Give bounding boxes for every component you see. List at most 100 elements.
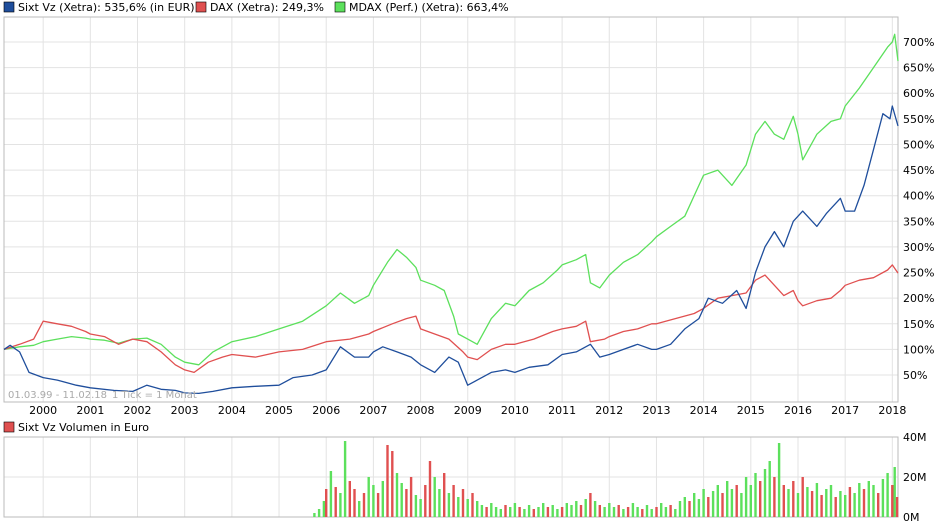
volume-bar xyxy=(853,493,856,517)
volume-bar xyxy=(584,499,587,517)
x-tick-label: 2017 xyxy=(831,404,859,417)
tick-note-label: 1 Tick = 1 Monat xyxy=(112,390,197,401)
volume-bar xyxy=(688,501,691,517)
y-tick-label: 350% xyxy=(903,215,934,228)
volume-bar xyxy=(329,471,333,517)
volume-bar xyxy=(806,487,809,517)
volume-bar xyxy=(829,485,833,517)
volume-bar xyxy=(740,493,743,517)
volume-bar xyxy=(575,501,578,517)
volume-bar xyxy=(466,499,469,517)
volume-bar xyxy=(560,507,564,517)
x-tick-label: 2000 xyxy=(29,404,57,417)
series-line-1 xyxy=(3,264,899,374)
volume-bar xyxy=(655,507,658,517)
volume-y-axis-ticks: 40M 20M 0M xyxy=(903,431,927,524)
volume-bar xyxy=(886,473,889,517)
volume-bar xyxy=(414,495,418,517)
volume-bar xyxy=(664,507,668,517)
volume-bar xyxy=(801,477,804,517)
volume-bar xyxy=(457,497,460,517)
volume-bar xyxy=(716,485,719,517)
volume-bar xyxy=(400,483,403,517)
legend: Sixt Vz (Xetra): 535,6% (in EUR) DAX (Xet… xyxy=(3,1,509,14)
x-tick-label: 2012 xyxy=(595,404,623,417)
y-tick-label: 300% xyxy=(903,241,934,254)
x-tick-label: 2002 xyxy=(124,404,152,417)
volume-bar xyxy=(409,477,413,517)
y-tick-label: 650% xyxy=(903,62,934,75)
volume-bar xyxy=(537,507,540,517)
volume-bar xyxy=(768,461,771,517)
volume-bar xyxy=(773,477,776,517)
volume-bar xyxy=(608,503,611,517)
y-tick-label: 500% xyxy=(903,138,934,151)
legend-swatch xyxy=(195,1,207,13)
x-tick-label: 2011 xyxy=(548,404,576,417)
x-tick-label: 2010 xyxy=(501,404,529,417)
volume-bar xyxy=(645,505,649,517)
volume-bar xyxy=(358,501,361,517)
volume-bar xyxy=(815,483,819,517)
x-axis-ticks: 2000 2001 2002 2003 2004 2005 2006 2007 2008 2009… xyxy=(29,404,906,417)
price-chart: 50% 100% 150% 200% 250% 300% 350% 400% 450% 500% 5… xyxy=(3,16,934,417)
volume-bar xyxy=(313,513,316,517)
volume-bar xyxy=(589,493,592,517)
volume-bar xyxy=(726,481,729,517)
volume-bar xyxy=(858,483,861,517)
volume-bar xyxy=(683,497,686,517)
volume-bar xyxy=(476,501,479,517)
volume-bar xyxy=(546,507,550,517)
volume-bar xyxy=(650,509,653,517)
volume-bar xyxy=(749,485,752,517)
volume-bar xyxy=(391,451,394,517)
volume-bar xyxy=(626,507,630,517)
volume-bar xyxy=(693,493,696,517)
y-tick-label: 600% xyxy=(903,87,934,100)
volume-bar xyxy=(730,489,734,517)
volume-legend-swatch xyxy=(3,421,15,433)
volume-bar xyxy=(891,485,894,517)
volume-bar xyxy=(443,473,446,517)
volume-y-tick-label: 20M xyxy=(903,471,927,484)
volume-bar xyxy=(593,501,597,517)
volume-bar xyxy=(504,505,507,517)
volume-bar xyxy=(777,443,781,517)
legend-entry: DAX (Xetra): 249,3% xyxy=(210,1,324,14)
x-tick-label: 2014 xyxy=(690,404,718,417)
series-line-2 xyxy=(3,33,899,366)
x-tick-label: 2003 xyxy=(171,404,199,417)
x-tick-label: 2015 xyxy=(737,404,765,417)
legend-entry: Sixt Vz (Xetra): 535,6% (in EUR) xyxy=(18,1,195,14)
volume-bar xyxy=(419,499,422,517)
series-lines xyxy=(3,33,899,395)
series-line-0 xyxy=(3,105,899,395)
volume-bar xyxy=(877,493,880,517)
y-tick-label: 550% xyxy=(903,113,934,126)
volume-chart: Sixt Vz Volumen in Euro 40M 20M 0M xyxy=(3,421,927,524)
volume-bar xyxy=(376,493,380,517)
volume-bar xyxy=(527,505,531,517)
volume-bar xyxy=(551,505,554,517)
volume-bar xyxy=(405,489,408,517)
volume-bar xyxy=(631,503,635,517)
legend-entry: MDAX (Perf.) (Xetra): 663,4% xyxy=(349,1,509,14)
volume-bar xyxy=(343,441,347,517)
date-range-label: 01.03.99 - 11.02.18 xyxy=(8,390,107,401)
volume-bar xyxy=(839,491,842,517)
volume-bar xyxy=(754,473,757,517)
volume-bar xyxy=(612,507,616,517)
volume-bar xyxy=(744,477,748,517)
y-tick-label: 400% xyxy=(903,190,934,203)
y-tick-label: 450% xyxy=(903,164,934,177)
y-tick-label: 700% xyxy=(903,36,934,49)
volume-bar xyxy=(825,489,828,517)
volume-bar xyxy=(353,489,356,517)
volume-bar xyxy=(782,485,785,517)
y-tick-label: 50% xyxy=(903,369,927,382)
volume-bar xyxy=(367,477,370,517)
volume-bar xyxy=(499,509,502,517)
volume-bar xyxy=(348,481,351,517)
volume-bar xyxy=(697,499,701,517)
